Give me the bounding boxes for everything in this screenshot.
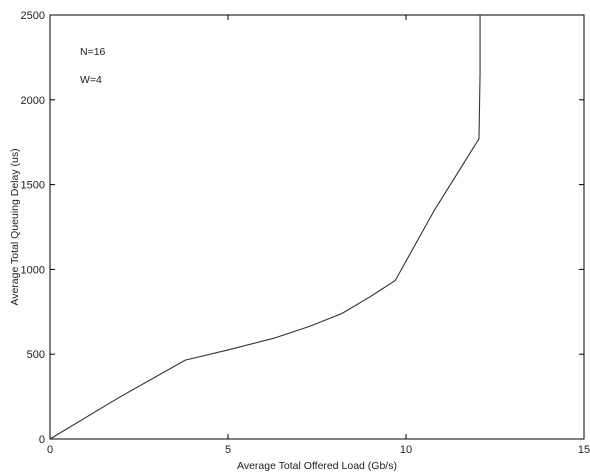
x-tick-label: 10 <box>400 444 412 456</box>
x-tick-label: 0 <box>47 444 53 456</box>
annotation-n: N=16 <box>80 46 106 58</box>
y-tick-label: 500 <box>27 349 45 361</box>
y-tick-label: 0 <box>39 434 45 446</box>
ticks: 0 5 10 15 0 500 1000 1500 2000 2500 <box>21 10 590 456</box>
annotation-w: W=4 <box>80 74 102 86</box>
y-tick-label: 1000 <box>21 264 45 276</box>
axes <box>49 14 585 440</box>
plot-frame <box>49 14 585 440</box>
y-tick-label: 2500 <box>21 10 45 22</box>
y-tick-label: 2000 <box>21 95 45 107</box>
x-axis-label: Average Total Offered Load (Gb/s) <box>237 460 397 472</box>
y-axis-label: Average Total Queuing Delay (us) <box>9 148 21 305</box>
x-tick-label: 5 <box>225 444 231 456</box>
series-layer <box>49 15 481 440</box>
series-line <box>49 15 481 440</box>
y-tick-label: 1500 <box>21 180 45 192</box>
x-tick-label: 15 <box>578 444 590 456</box>
